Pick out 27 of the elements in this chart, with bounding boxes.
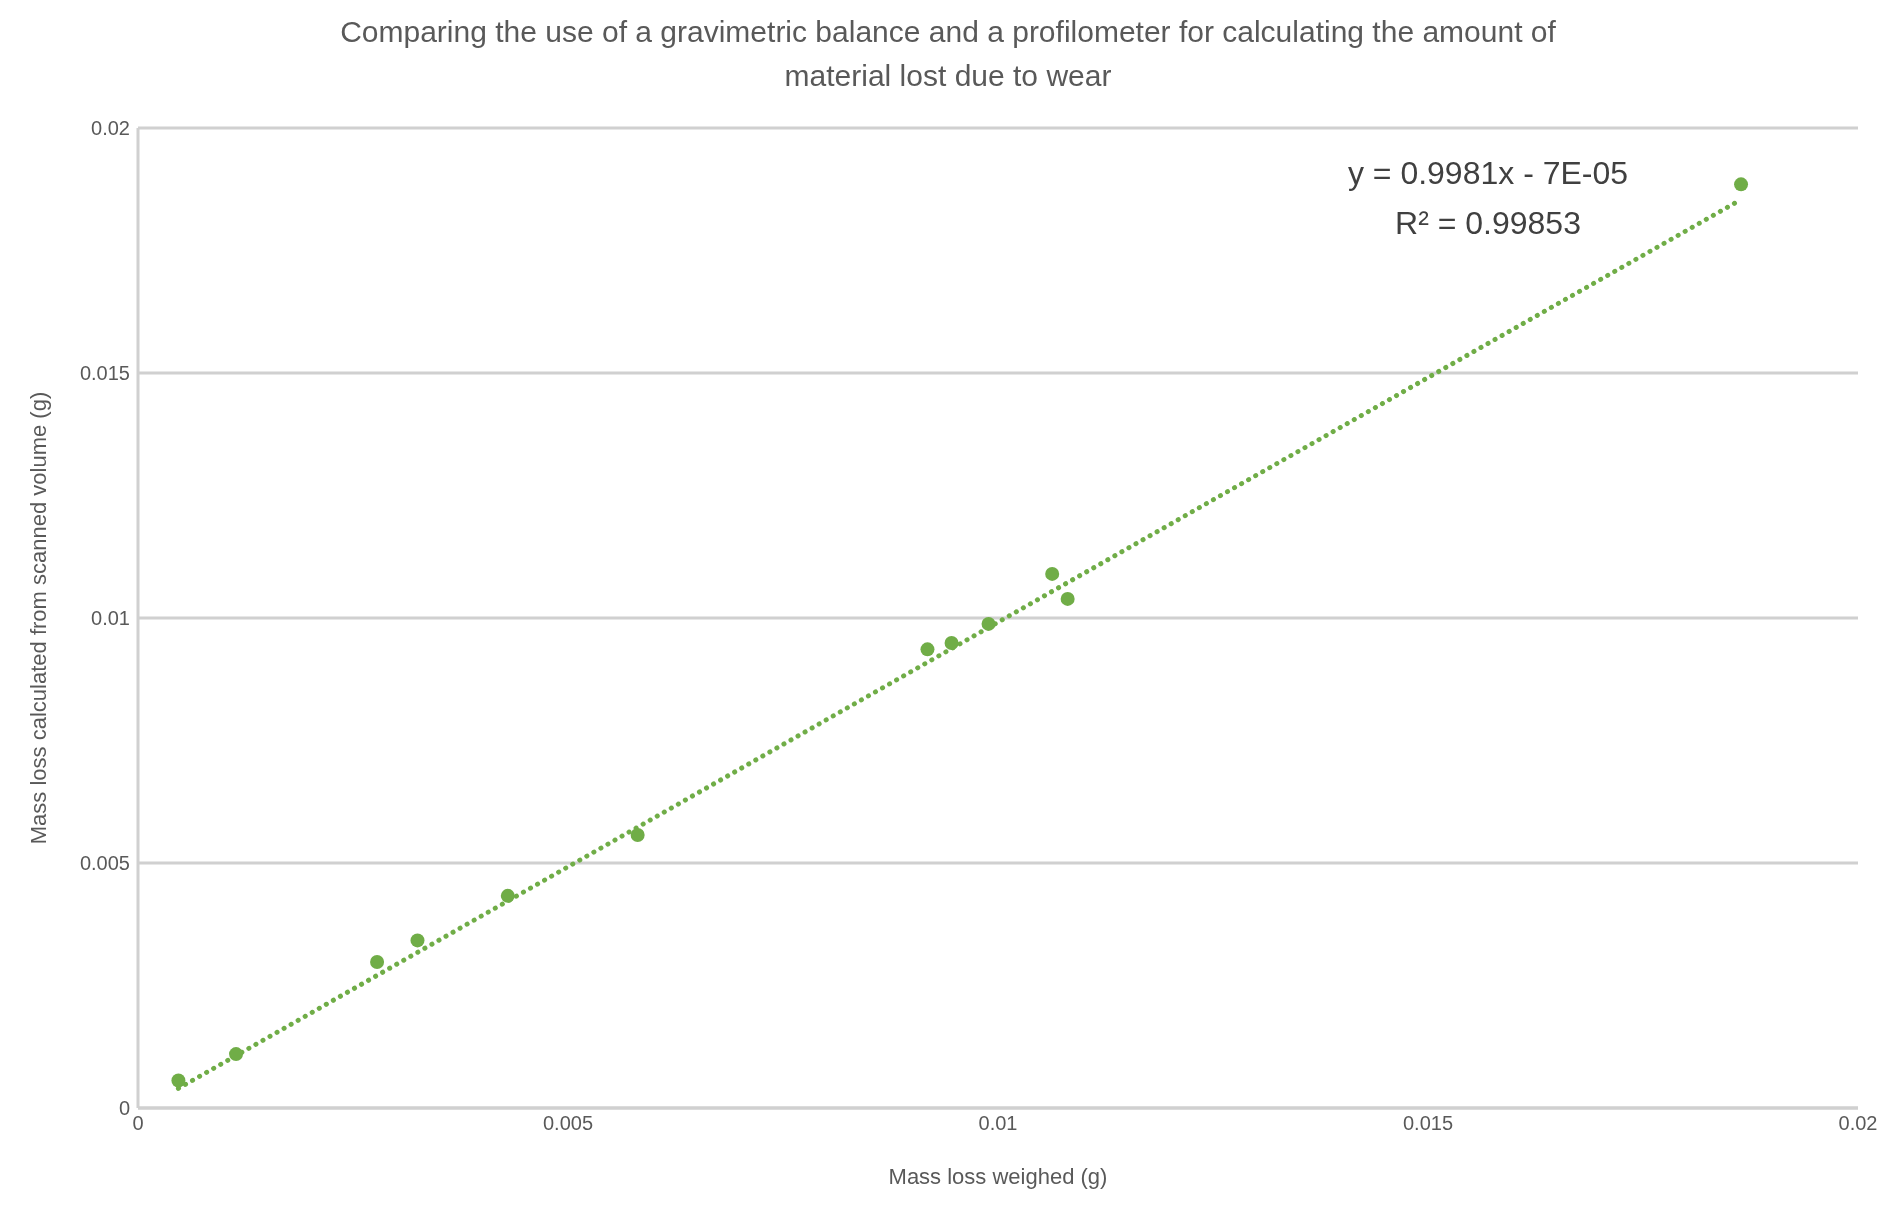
point (229, 1047, 244, 1062)
y-tick-label: 0.02 (91, 117, 130, 140)
annotation: y = 0.9981x - 7E-05 (1346, 154, 1630, 193)
y-axis-title: Mass loss calculated from scanned volume (g) (25, 391, 51, 845)
point (1045, 566, 1060, 581)
x-tick-label: 0.01 (978, 1112, 1018, 1135)
y-tick-label: 0.01 (91, 607, 130, 630)
point (500, 888, 515, 903)
point (410, 933, 425, 948)
point (920, 642, 935, 657)
x-axis-title: Mass loss weighed (g) (888, 1164, 1108, 1189)
x-tick-label: 0.015 (1402, 1112, 1454, 1135)
y-tick-label: 0.015 (79, 362, 130, 385)
x-tick-label: 0 (132, 1112, 144, 1135)
point (944, 635, 959, 650)
point (370, 954, 385, 969)
y-tick-label: 0.005 (79, 852, 130, 875)
y-tick-label: 0 (118, 1097, 130, 1120)
annotation: R² = 0.99853 (1394, 204, 1582, 243)
chart-subtitle: Comparing the use of a gravimetric balance and a profilometer for calculating the amount of material lost due to wear (339, 14, 1557, 94)
point (1060, 591, 1075, 606)
point (1734, 177, 1749, 192)
point (981, 616, 996, 631)
x-tick-label: 0.005 (542, 1112, 594, 1135)
point (630, 828, 645, 843)
x-tick-label: 0.02 (1838, 1112, 1878, 1135)
point (171, 1073, 186, 1088)
